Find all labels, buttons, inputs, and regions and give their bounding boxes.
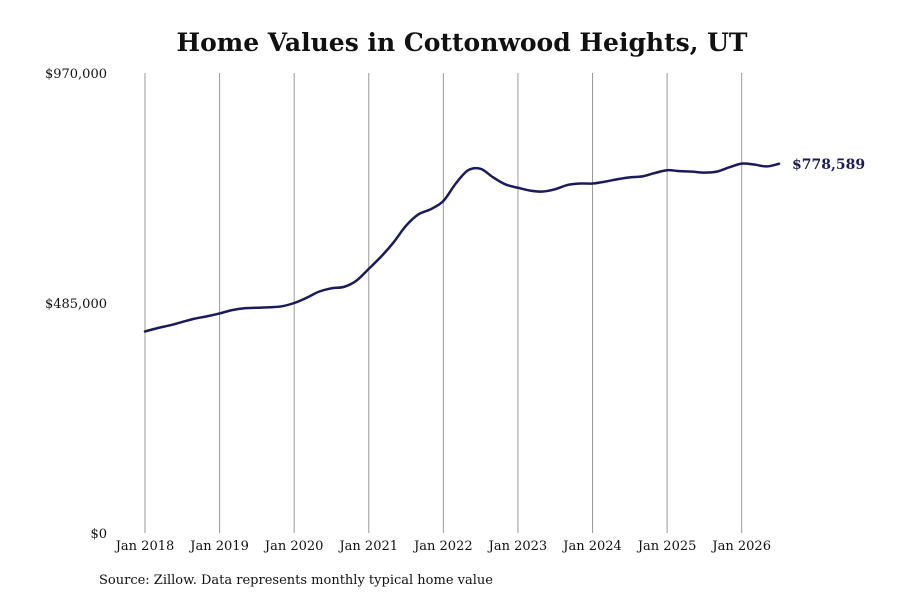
x-tick-label: Jan 2026 [710, 539, 771, 554]
grid [144, 73, 743, 533]
x-tick-label: Jan 2022 [412, 539, 473, 554]
x-tick-label: Jan 2020 [263, 539, 324, 554]
y-tick-label: $485,000 [45, 297, 107, 312]
end-value-label: $778,589 [792, 157, 865, 173]
source-note: Source: Zillow. Data represents monthly … [99, 573, 493, 588]
x-tick-label: Jan 2021 [337, 539, 398, 554]
series-lines [143, 162, 781, 333]
data-labels: $778,589 [792, 157, 865, 173]
x-tick-label: Jan 2019 [188, 539, 249, 554]
x-tick-label: Jan 2023 [487, 539, 548, 554]
x-axis: Jan 2018 Jan 2019 Jan 2020 Jan 2021 Jan 2022… [114, 539, 771, 554]
y-axis: $0 $485,000 $970,000 [45, 67, 107, 542]
y-tick-label: $970,000 [45, 67, 107, 82]
x-tick-label: Jan 2025 [636, 539, 697, 554]
x-tick-label: Jan 2018 [114, 539, 175, 554]
series-line [143, 162, 781, 333]
x-tick-label: Jan 2024 [561, 539, 622, 554]
y-tick-label: $0 [90, 527, 107, 542]
chart-title: Home Values in Cottonwood Heights, UT [176, 28, 747, 57]
